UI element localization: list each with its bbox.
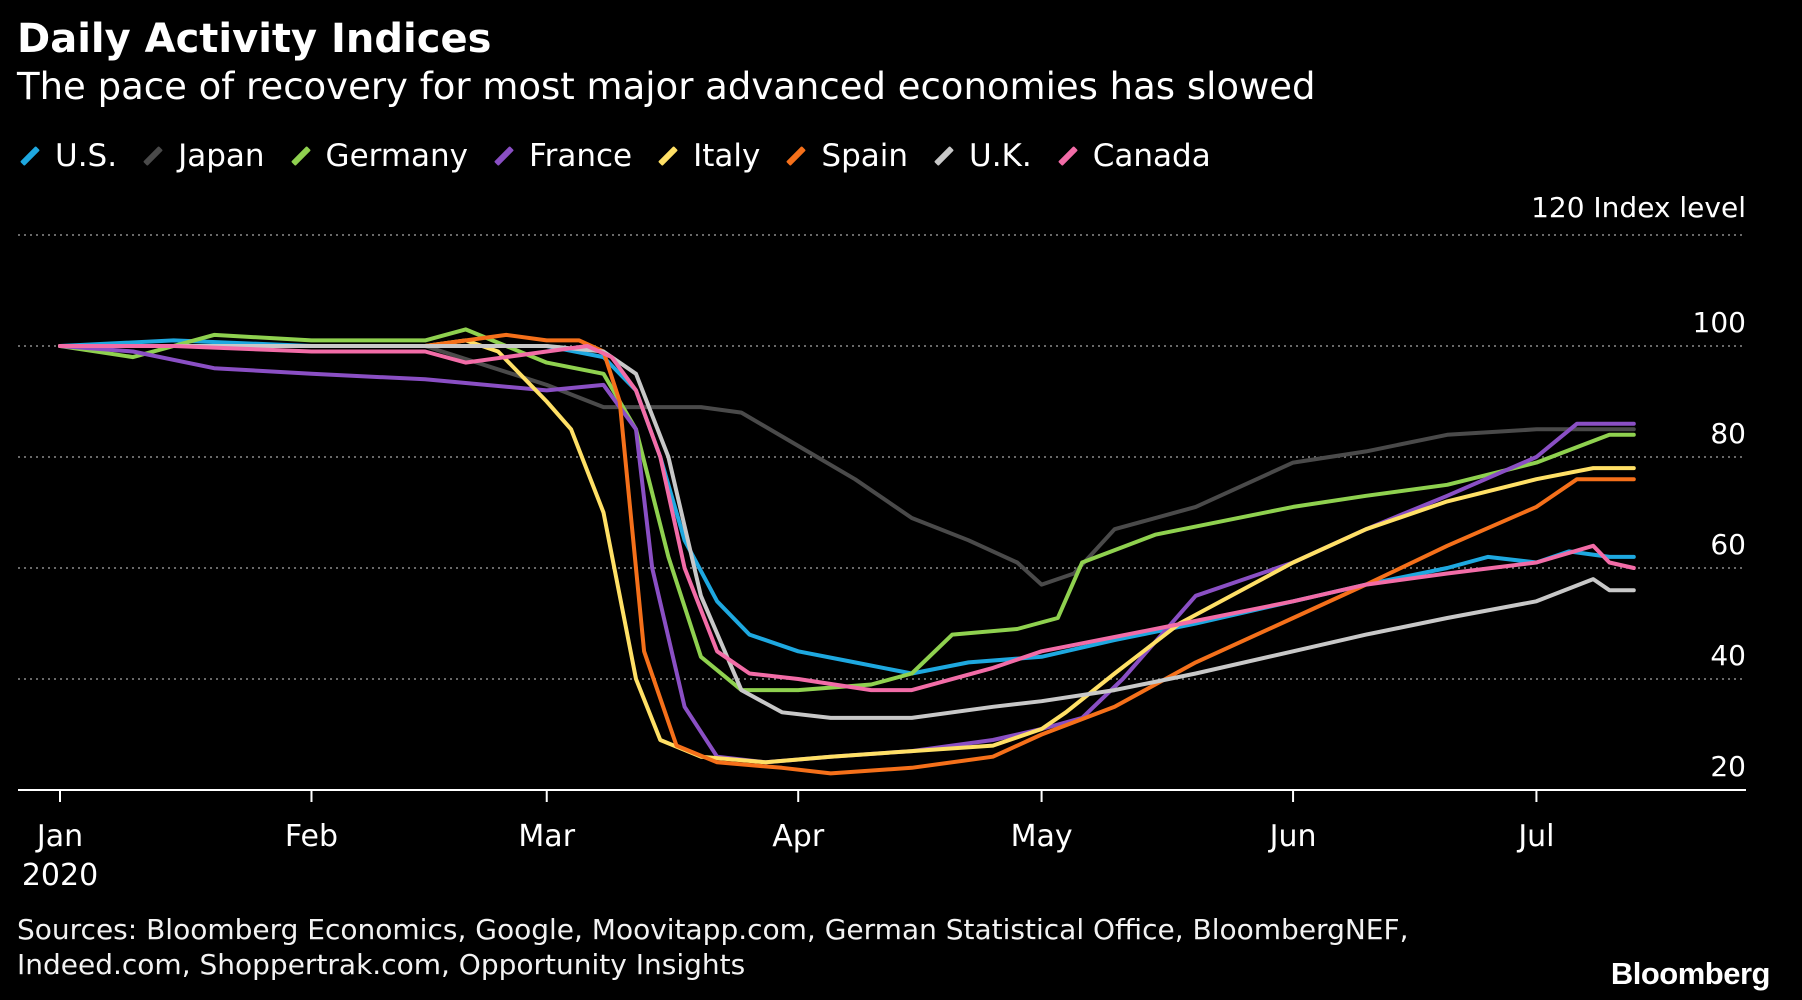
bloomberg-logo: Bloomberg [1610,956,1771,991]
legend-item-uk: U.K. [931,138,1032,174]
legend-item-spain: Spain [783,138,908,174]
series-line-italy [58,338,1636,765]
sources-line: Indeed.com, Shoppertrak.com, Opportunity… [17,948,746,981]
series-line-u-s [58,338,1636,676]
y-tick-label: 60 [1710,528,1746,561]
series-line-canada [58,344,1636,693]
series-line-france [58,344,1636,765]
x-tick-label: Jan [35,819,83,854]
series-line-u-k [58,344,1636,720]
legend-item-italy: Italy [655,138,760,174]
series-line-japan [58,344,1636,587]
sources-line: Sources: Bloomberg Economics, Google, Mo… [17,913,1409,946]
legend-item-germany: Germany [288,138,468,174]
legend-label: Japan [178,138,265,174]
series-line-spain [58,332,1636,776]
legend-label: Germany [325,138,469,174]
chart-title: Daily Activity Indices [17,16,492,62]
x-tick-sublabel: 2020 [22,858,98,893]
legend-item-us: U.S. [17,138,117,174]
sources-note: Sources: Bloomberg Economics, Google, Mo… [17,912,1409,982]
x-tick-label: Feb [285,819,338,854]
chart-subtitle: The pace of recovery for most major adva… [17,65,1316,108]
legend-label: Spain [821,138,909,174]
x-tick-label: Apr [772,819,825,854]
series-line-germany [58,327,1636,693]
x-tick-label: Jul [1516,819,1554,854]
x-tick-label: May [1011,819,1073,854]
y-tick-label: 100 [1693,306,1746,339]
legend-label: U.K. [969,138,1032,174]
x-tick-label: Mar [518,819,575,854]
legend-item-japan: Japan [140,138,265,174]
legend-label: Canada [1092,138,1211,174]
legend-item-france: France [491,138,632,174]
legend-label: Italy [693,138,761,174]
y-axis-title: 120 Index level [1531,191,1746,224]
legend-label: France [529,138,633,174]
y-tick-label: 80 [1710,417,1746,450]
legend-label: U.S. [55,138,118,174]
y-tick-label: 20 [1710,750,1746,783]
x-tick-label: Jun [1268,819,1317,854]
y-tick-label: 40 [1710,639,1746,672]
legend: U.S. Japan Germany France Italy Spain U.… [17,134,1234,178]
legend-item-canada: Canada [1055,138,1211,174]
